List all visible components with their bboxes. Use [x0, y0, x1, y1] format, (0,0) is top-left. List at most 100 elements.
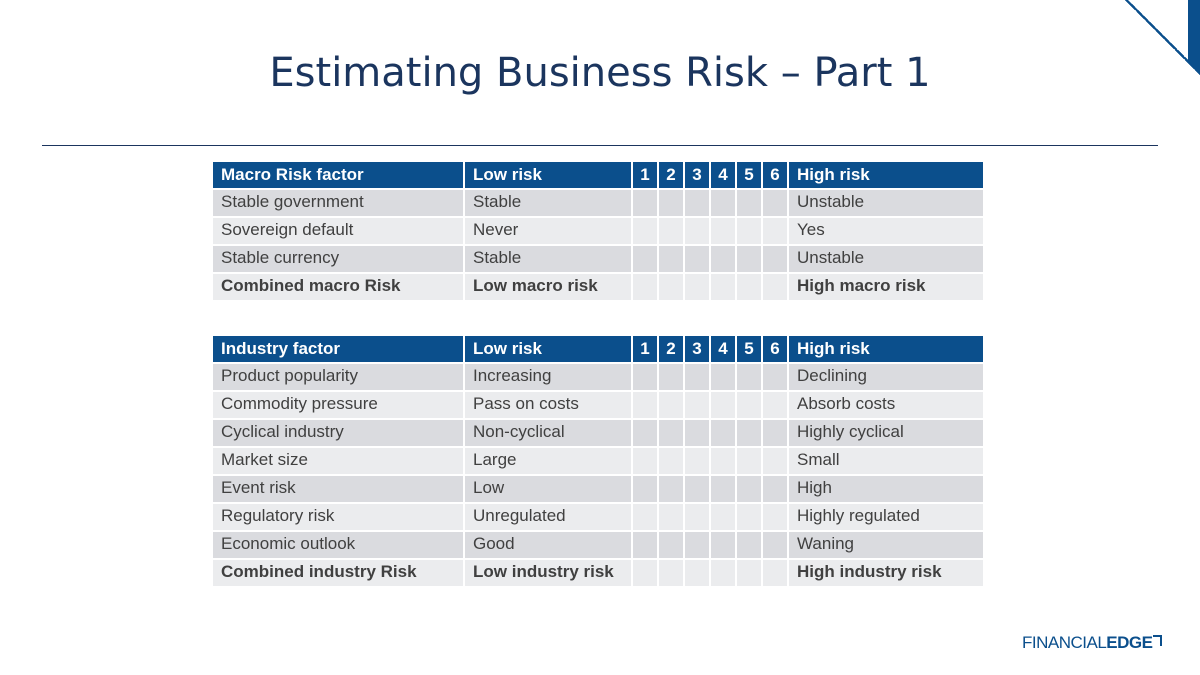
table-row: Sovereign default Never Yes	[213, 218, 983, 244]
header-scale-1: 1	[633, 162, 657, 188]
rating-cell-3	[685, 274, 709, 300]
low-risk-cell: Non-cyclical	[465, 420, 631, 446]
rating-cell-1	[633, 392, 657, 418]
rating-cell-5	[737, 532, 761, 558]
low-risk-cell: Good	[465, 532, 631, 558]
header-scale-4: 4	[711, 162, 735, 188]
high-risk-cell: Unstable	[789, 190, 983, 216]
factor-cell: Commodity pressure	[213, 392, 463, 418]
table-row: Combined macro Risk Low macro risk High ma…	[213, 274, 983, 300]
rating-cell-5	[737, 560, 761, 586]
low-risk-cell: Stable	[465, 246, 631, 272]
header-factor: Macro Risk factor	[213, 162, 463, 188]
rating-cell-3	[685, 476, 709, 502]
industry-risk-table: Industry factor Low risk 1 2 3 4 5 6 High risk Pr…	[211, 334, 985, 588]
header-scale-5: 5	[737, 336, 761, 362]
rating-cell-5	[737, 476, 761, 502]
factor-cell: Market size	[213, 448, 463, 474]
rating-cell-6	[763, 448, 787, 474]
rating-cell-3	[685, 392, 709, 418]
rating-cell-3	[685, 364, 709, 390]
low-risk-cell: Increasing	[465, 364, 631, 390]
rating-cell-2	[659, 246, 683, 272]
rating-cell-5	[737, 218, 761, 244]
low-risk-cell: Never	[465, 218, 631, 244]
low-risk-cell: Low	[465, 476, 631, 502]
table-row: Economic outlook Good Waning	[213, 532, 983, 558]
factor-cell: Combined industry Risk	[213, 560, 463, 586]
logo-text-edge: EDGE	[1106, 633, 1153, 652]
table-row: Market size Large Small	[213, 448, 983, 474]
rating-cell-5	[737, 364, 761, 390]
rating-cell-3	[685, 532, 709, 558]
rating-cell-3	[685, 246, 709, 272]
header-scale-1: 1	[633, 336, 657, 362]
high-risk-cell: Absorb costs	[789, 392, 983, 418]
table-row: Stable government Stable Unstable	[213, 190, 983, 216]
rating-cell-2	[659, 560, 683, 586]
rating-cell-5	[737, 392, 761, 418]
rating-cell-2	[659, 218, 683, 244]
high-risk-cell: Highly regulated	[789, 504, 983, 530]
rating-cell-1	[633, 274, 657, 300]
high-risk-cell: High	[789, 476, 983, 502]
high-risk-cell: Highly cyclical	[789, 420, 983, 446]
factor-cell: Sovereign default	[213, 218, 463, 244]
table-header-row: Macro Risk factor Low risk 1 2 3 4 5 6 High risk	[213, 162, 983, 188]
low-risk-cell: Pass on costs	[465, 392, 631, 418]
low-risk-cell: Stable	[465, 190, 631, 216]
high-risk-cell: Unstable	[789, 246, 983, 272]
rating-cell-2	[659, 392, 683, 418]
rating-cell-4	[711, 476, 735, 502]
logo-mark-icon	[1153, 635, 1163, 646]
table-row: Stable currency Stable Unstable	[213, 246, 983, 272]
header-scale-4: 4	[711, 336, 735, 362]
rating-cell-6	[763, 392, 787, 418]
header-scale-3: 3	[685, 336, 709, 362]
factor-cell: Stable government	[213, 190, 463, 216]
corner-decoration	[1125, 0, 1200, 75]
rating-cell-3	[685, 560, 709, 586]
rating-cell-4	[711, 420, 735, 446]
rating-cell-3	[685, 448, 709, 474]
rating-cell-1	[633, 190, 657, 216]
high-risk-cell: Yes	[789, 218, 983, 244]
rating-cell-4	[711, 448, 735, 474]
header-scale-2: 2	[659, 162, 683, 188]
title-divider	[42, 145, 1158, 146]
rating-cell-1	[633, 532, 657, 558]
rating-cell-5	[737, 504, 761, 530]
table-row: Combined industry Risk Low industry risk H…	[213, 560, 983, 586]
rating-cell-5	[737, 448, 761, 474]
rating-cell-1	[633, 476, 657, 502]
rating-cell-5	[737, 246, 761, 272]
rating-cell-2	[659, 274, 683, 300]
rating-cell-3	[685, 420, 709, 446]
header-scale-5: 5	[737, 162, 761, 188]
low-risk-cell: Low macro risk	[465, 274, 631, 300]
factor-cell: Economic outlook	[213, 532, 463, 558]
rating-cell-4	[711, 190, 735, 216]
rating-cell-6	[763, 532, 787, 558]
rating-cell-2	[659, 364, 683, 390]
rating-cell-1	[633, 560, 657, 586]
header-scale-2: 2	[659, 336, 683, 362]
rating-cell-1	[633, 504, 657, 530]
factor-cell: Stable currency	[213, 246, 463, 272]
rating-cell-3	[685, 190, 709, 216]
rating-cell-5	[737, 274, 761, 300]
logo-text-financial: FINANCIAL	[1022, 633, 1107, 652]
rating-cell-6	[763, 190, 787, 216]
high-risk-cell: Waning	[789, 532, 983, 558]
rating-cell-6	[763, 274, 787, 300]
rating-cell-3	[685, 504, 709, 530]
rating-cell-6	[763, 476, 787, 502]
rating-cell-2	[659, 504, 683, 530]
table-row: Commodity pressure Pass on costs Absorb co…	[213, 392, 983, 418]
financial-edge-logo: FINANCIALEDGE	[1022, 633, 1163, 653]
factor-cell: Regulatory risk	[213, 504, 463, 530]
rating-cell-6	[763, 246, 787, 272]
table-header-row: Industry factor Low risk 1 2 3 4 5 6 High risk	[213, 336, 983, 362]
rating-cell-3	[685, 218, 709, 244]
header-high-risk: High risk	[789, 162, 983, 188]
